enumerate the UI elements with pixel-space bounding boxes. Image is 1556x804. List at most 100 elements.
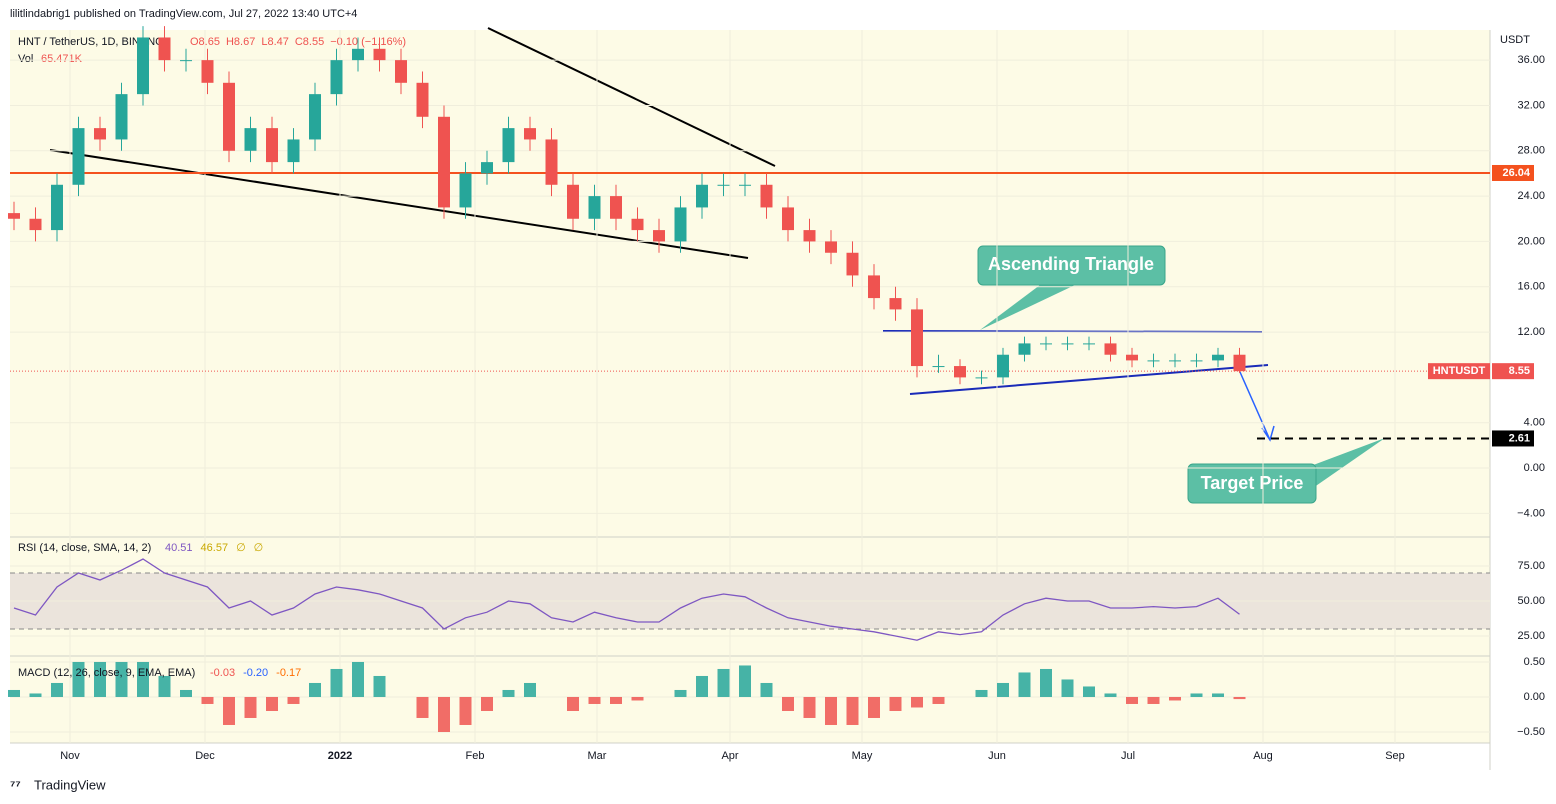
macd-bar xyxy=(416,696,429,718)
ohlc-value: C8.55 xyxy=(295,36,324,48)
candle-body xyxy=(610,196,622,219)
time-label: 2022 xyxy=(328,750,352,762)
macd-bar xyxy=(567,696,579,711)
macd-bar xyxy=(223,696,235,725)
macd-bar xyxy=(481,696,493,711)
candle-body xyxy=(309,94,321,140)
macd-bar xyxy=(975,689,988,697)
y-tick-label: 0.50 xyxy=(1524,656,1545,668)
triangle-bottom xyxy=(909,364,1269,395)
macd-bar xyxy=(438,696,450,732)
macd-bar xyxy=(158,675,171,697)
y-tick-label: 20.00 xyxy=(1517,235,1545,247)
candle-body xyxy=(911,309,923,367)
y-tick-label: 36.00 xyxy=(1517,54,1545,66)
y-tick-label: 4.00 xyxy=(1524,417,1545,429)
macd-bar xyxy=(825,696,837,725)
macd-bar xyxy=(1212,693,1224,697)
macd-bar xyxy=(373,675,386,697)
macd-bar xyxy=(8,689,20,697)
macd-bar xyxy=(911,696,923,708)
candle-body xyxy=(330,60,343,95)
candle-body xyxy=(782,207,794,231)
macd-bar xyxy=(72,661,85,697)
y-tick-label: 12.00 xyxy=(1517,326,1545,338)
y-tick-label: 25.00 xyxy=(1517,630,1545,642)
candle-body xyxy=(954,366,966,378)
macd-bar xyxy=(868,696,880,718)
candle-body xyxy=(1040,343,1052,345)
candle-body xyxy=(72,128,85,185)
ohlc-value: L8.47 xyxy=(261,36,289,48)
candle-body xyxy=(696,184,708,208)
candle-body xyxy=(438,116,450,208)
indicator-value: 40.51 xyxy=(165,542,193,554)
y-tick-label: 50.00 xyxy=(1517,595,1545,607)
time-label: Sep xyxy=(1385,750,1405,762)
time-label: Apr xyxy=(721,750,738,762)
macd-bar xyxy=(696,675,708,697)
candle-body xyxy=(1083,343,1095,345)
y-tick-label: 28.00 xyxy=(1517,145,1545,157)
candle-body xyxy=(1147,360,1160,362)
macd-bar xyxy=(739,665,751,697)
indicator-name: RSI (14, close, SMA, 14, 2) xyxy=(18,542,151,554)
y-tick-label: −0.50 xyxy=(1517,726,1545,738)
candle-body xyxy=(717,184,730,186)
price-tag-text: 8.55 xyxy=(1509,365,1530,377)
footer-logo: ⁷⁷ xyxy=(10,777,21,792)
trend-line xyxy=(487,27,776,167)
volume-legend-label: Vol xyxy=(18,53,33,65)
time-label: Feb xyxy=(466,750,485,762)
candle-body xyxy=(115,94,128,140)
macd-bar xyxy=(502,689,515,697)
y-tick-label: 32.00 xyxy=(1517,99,1545,111)
macd-bar xyxy=(201,696,214,704)
macd-bar xyxy=(459,696,472,725)
callout-box xyxy=(977,245,1166,286)
y-tick-label: 0.00 xyxy=(1524,462,1545,474)
candle-body xyxy=(137,37,149,95)
macd-bar xyxy=(266,696,278,711)
macd-bar xyxy=(1104,693,1117,697)
macd-bar xyxy=(137,661,149,697)
candle-body xyxy=(825,241,837,253)
indicator-value: -0.17 xyxy=(276,667,301,679)
indicator-value: -0.20 xyxy=(243,667,268,679)
time-label: May xyxy=(852,750,873,762)
symbol-tag-text: HNTUSDT xyxy=(1433,365,1486,377)
candle-body xyxy=(545,139,558,185)
time-label: Jul xyxy=(1121,750,1135,762)
macd-bar xyxy=(29,693,42,697)
candle-body xyxy=(631,218,644,231)
y-tick-label: 75.00 xyxy=(1517,560,1545,572)
time-label: Aug xyxy=(1253,750,1273,762)
macd-bar xyxy=(889,696,902,711)
indicator-value: -0.03 xyxy=(210,667,235,679)
y-tick-label: −4.00 xyxy=(1517,507,1545,519)
macd-bar xyxy=(1190,693,1203,697)
callout-pointer xyxy=(980,285,1075,330)
publisher-text: lilitlindabrig1 published on TradingView… xyxy=(10,8,357,20)
candle-body xyxy=(1018,343,1031,355)
indicator-value: 46.57 xyxy=(201,542,229,554)
macd-bar xyxy=(180,689,192,697)
trend-line xyxy=(49,149,749,259)
macd-bar xyxy=(287,696,300,704)
macd-bar xyxy=(115,661,128,697)
candle-body xyxy=(352,48,364,61)
candle-body xyxy=(94,128,106,140)
candle-body xyxy=(868,275,880,299)
macd-bar xyxy=(997,682,1009,697)
symbol-legend: HNT / TetherUS, 1D, BINANCE xyxy=(18,36,170,48)
macd-bar xyxy=(352,661,364,697)
footer-brand: TradingView xyxy=(34,777,106,792)
candle-body xyxy=(1212,354,1224,361)
macd-bar xyxy=(1083,686,1095,697)
macd-bar xyxy=(524,682,536,697)
candle-body xyxy=(567,184,579,219)
candle-body xyxy=(51,184,63,231)
macd-bar xyxy=(1040,668,1052,697)
macd-bar xyxy=(244,696,257,718)
